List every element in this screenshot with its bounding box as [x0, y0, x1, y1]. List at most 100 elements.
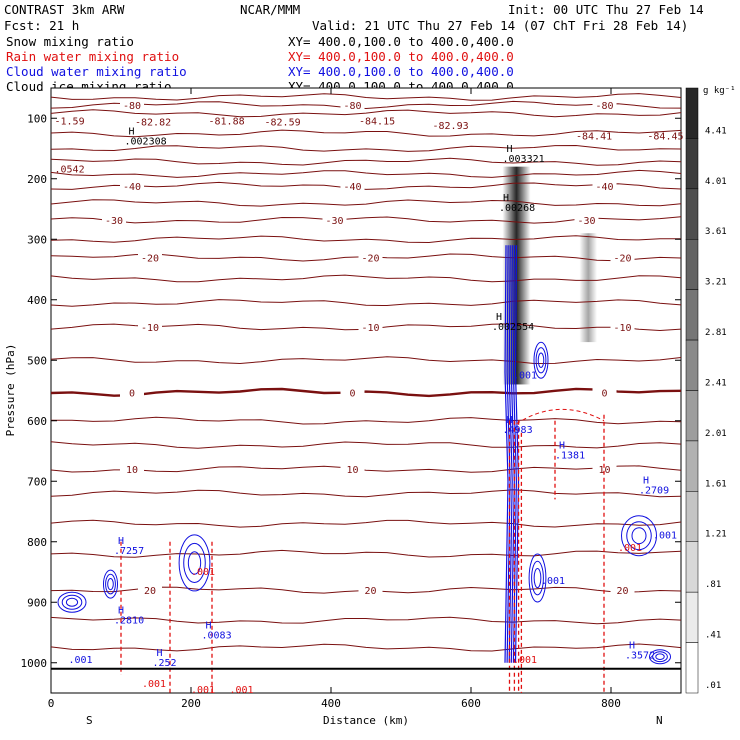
contour-label-bg — [610, 251, 635, 263]
contour-label-bg — [138, 320, 162, 332]
colorbar-swatch — [685, 87, 699, 139]
contour-label-bg — [592, 98, 617, 110]
colorbar: 4.41 4.01 3.61 3.21 2.81 2.41 2.01 1.61 1.21 .81.… — [685, 87, 727, 694]
contour-label-bg — [610, 320, 635, 332]
temperature-contour — [50, 519, 682, 528]
legend-xy: XY= 400.0,100.0 to 400.0,400.0 — [288, 49, 514, 64]
contour-value-label: .001 — [541, 576, 565, 587]
colorbar-swatch — [685, 591, 699, 643]
temperature-contour — [50, 235, 682, 244]
contour-label-bg — [340, 386, 365, 398]
cloud-water-contour — [649, 649, 671, 665]
x-tick-label: 600 — [461, 697, 481, 710]
maximum-value-label: .0083 — [202, 631, 232, 642]
maximum-marker: H — [118, 536, 124, 547]
temperature-contour — [50, 356, 682, 365]
temperature-value-label: -84.41 — [576, 131, 612, 142]
cloud-water-contour — [533, 341, 549, 379]
plot-area: -80 -80 -80 -40 -40 -40 -30 -30 -30 -20 -20 -20 -10 -… — [50, 93, 684, 696]
cloud-water-contour — [187, 551, 202, 575]
model-title: CONTRAST 3km ARW — [4, 2, 125, 17]
valid-time: Valid: 21 UTC Thu 27 Feb 14 (07 ChT Fri … — [312, 18, 688, 33]
colorbar-swatch — [685, 642, 699, 694]
maximum-marker: H — [629, 641, 635, 652]
cloud-water-contour — [533, 567, 542, 589]
colorbar-label: .01 — [705, 681, 721, 691]
y-tick-label: 400 — [27, 294, 47, 307]
temperature-contour-label: 0 — [129, 388, 135, 399]
snow-plume-secondary — [579, 233, 597, 343]
y-tick-label: 500 — [27, 354, 47, 367]
contour-label-bg — [340, 180, 365, 192]
colorbar-label: 3.21 — [705, 278, 727, 288]
maximum-marker: H — [559, 440, 565, 451]
maximum-value-label: .7257 — [114, 546, 144, 557]
cloud-water-contour — [57, 591, 87, 613]
temperature-contour — [50, 416, 682, 425]
x-tick-label: 400 — [321, 697, 341, 710]
contour-value-label: .001 — [230, 685, 254, 696]
org-label: NCAR/MMM — [240, 2, 300, 17]
south-label: S — [86, 714, 93, 727]
contour-value-label: .001 — [191, 567, 215, 578]
maximum-marker: H — [118, 605, 124, 616]
contour-label-bg — [102, 213, 126, 225]
cloud-water-contour — [61, 594, 83, 610]
temperature-contour-label: 10 — [598, 465, 610, 476]
cloud-water-contour — [514, 245, 520, 663]
temperature-value-label: .0542 — [55, 165, 85, 176]
temperature-value-label: -81.88 — [209, 116, 245, 127]
cloud-water-contour — [183, 542, 206, 584]
cloud-water-contour — [655, 653, 665, 661]
temperature-contour-label: 0 — [349, 388, 355, 399]
temperature-contour — [50, 169, 682, 178]
legend-entry: Rain water mixing ratio — [6, 49, 179, 64]
y-tick-label: 200 — [27, 173, 47, 186]
maximum-marker: H — [496, 312, 502, 323]
temperature-contour-label: -20 — [141, 253, 159, 264]
colorbar-swatch — [685, 339, 699, 391]
legend-xy: XY= 400.0,100.0 to 400.0,400.0 — [288, 34, 514, 49]
maximum-value-label: .002554 — [492, 322, 534, 333]
contour-label-bg — [574, 213, 599, 225]
temperature-contour-label: -40 — [123, 182, 141, 193]
colorbar-label: .81 — [705, 580, 721, 590]
temperature-contour — [50, 489, 682, 498]
axes: 0 200 400 600 800100200300400500600700800900… — [21, 88, 681, 710]
temperature-contour-label: -20 — [361, 253, 379, 264]
colorbar-label: 1.61 — [705, 479, 727, 489]
cloud-water-contour — [105, 573, 116, 595]
temperature-contour-label: -80 — [595, 101, 613, 112]
temperature-contour-label: 20 — [364, 586, 376, 597]
maximum-marker: H — [157, 648, 163, 659]
y-tick-label: 900 — [27, 596, 47, 609]
rain-water-contour — [516, 408, 605, 425]
contour-label-bg — [138, 584, 162, 596]
temperature-contour — [50, 441, 682, 449]
forecast-hour: Fcst: 21 h — [4, 18, 79, 33]
temperature-contour-label: -80 — [343, 101, 361, 112]
y-tick-label: 700 — [27, 475, 47, 488]
colorbar-swatch — [685, 289, 699, 341]
temperature-contour-label: 20 — [616, 586, 628, 597]
cloud-water-contour — [535, 347, 547, 374]
contour-label-bg — [358, 584, 383, 596]
temperature-contour-label: 0 — [601, 388, 607, 399]
contour-label-bg — [592, 463, 617, 475]
maximum-value-label: .252 — [153, 658, 177, 669]
temperature-contour-label: -10 — [141, 323, 159, 334]
maximum-marker: H — [503, 193, 509, 204]
cloud-water-contour — [512, 245, 518, 663]
cloud-water-contour — [107, 578, 114, 591]
temperature-contour — [50, 643, 682, 652]
contour-value-label: .001 — [513, 655, 537, 666]
temperature-value-label: -84.45 — [647, 131, 683, 142]
cloud-water-contour — [621, 515, 657, 557]
temperature-contour-label: 10 — [346, 465, 358, 476]
cloud-water-contour — [178, 534, 211, 592]
temperature-contour-label: -30 — [105, 216, 123, 227]
cloud-water-contour — [103, 569, 118, 599]
temperature-contour — [50, 109, 682, 118]
colorbar-swatch — [685, 239, 699, 290]
contour-value-label: .001 — [513, 370, 537, 381]
